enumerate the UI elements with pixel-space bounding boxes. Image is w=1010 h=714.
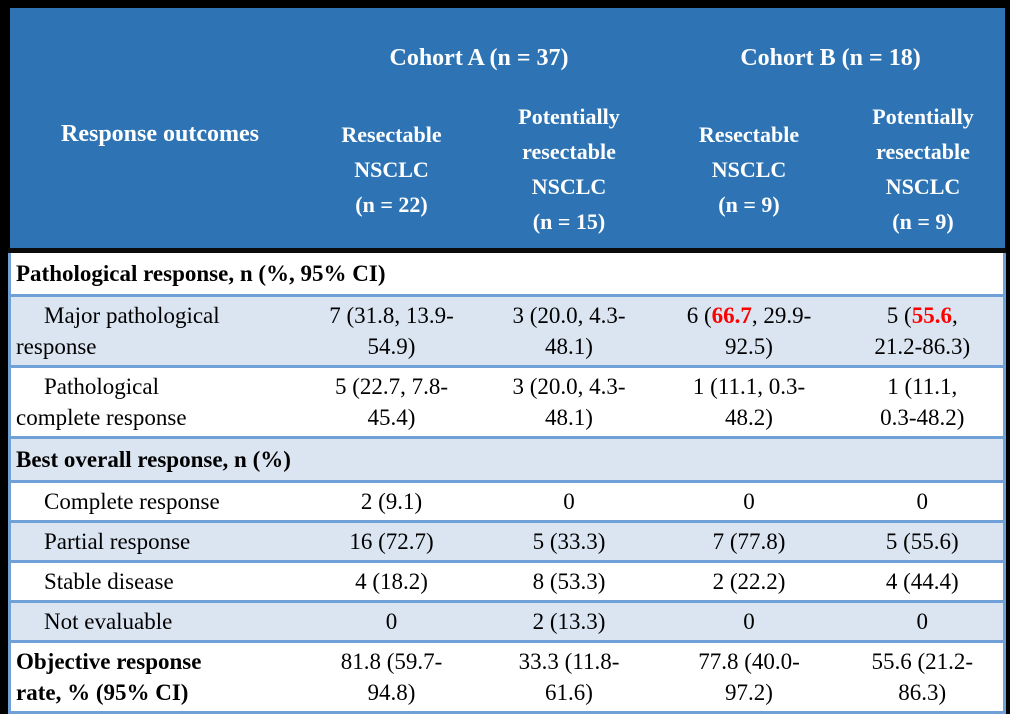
table-body: Pathological response, n (%, 95% CI) Maj… <box>7 248 1007 714</box>
section-label: Best overall response, n (%) <box>7 436 1007 483</box>
value-cell: 2 (13.3) <box>481 600 657 643</box>
value-cell: 33.3 (11.8- 61.6) <box>481 640 657 714</box>
header-cohort-b: Cohort B (n = 18) <box>656 8 1005 95</box>
value-suffix: , 29.9- 92.5) <box>725 303 812 359</box>
header-subcolumn-row: Resectable NSCLC (n = 22) Potentially re… <box>10 95 1005 251</box>
value-cell: 5 (55.6) <box>841 520 1007 563</box>
value-cell: 8 (53.3) <box>481 560 657 603</box>
header-response-outcomes: Response outcomes <box>9 8 302 251</box>
value-cell: 5 (55.6, 21.2-86.3) <box>841 294 1007 368</box>
highlighted-value: 66.7 <box>711 303 752 328</box>
header-col-resectable-b: Resectable NSCLC (n = 9) <box>656 95 842 251</box>
row-label: Complete response <box>8 480 302 523</box>
value-cell: 4 (44.4) <box>841 560 1007 603</box>
value-cell: 0 <box>481 480 657 523</box>
table-header: Response outcomes Cohort A (n = 37) Coho… <box>9 8 1005 251</box>
row-label: Objective response rate, % (95% CI) <box>8 640 302 714</box>
value-cell: 5 (33.3) <box>481 520 657 563</box>
value-cell: 2 (22.2) <box>656 560 842 603</box>
value-suffix: , 21.2-86.3) <box>874 303 971 359</box>
value-prefix: 5 ( <box>886 303 912 328</box>
value-cell: 81.8 (59.7- 94.8) <box>301 640 482 714</box>
value-cell: 3 (20.0, 4.3- 48.1) <box>481 365 657 439</box>
response-outcomes-table: Response outcomes Cohort A (n = 37) Coho… <box>7 8 1007 714</box>
value-cell: 2 (9.1) <box>301 480 482 523</box>
row-label: Not evaluable <box>8 600 302 643</box>
row-label: Pathological complete response <box>8 365 302 439</box>
row-major-pathological-response: Major pathological response 7 (31.8, 13.… <box>8 294 1007 368</box>
value-cell: 7 (77.8) <box>656 520 842 563</box>
value-cell: 16 (72.7) <box>301 520 482 563</box>
value-cell: 6 (66.7, 29.9- 92.5) <box>656 294 842 368</box>
row-label: Partial response <box>8 520 302 563</box>
value-cell: 1 (11.1, 0.3-48.2) <box>841 365 1007 439</box>
value-cell: 4 (18.2) <box>301 560 482 603</box>
value-prefix: 6 ( <box>686 303 712 328</box>
value-cell: 7 (31.8, 13.9- 54.9) <box>301 294 482 368</box>
header-col-potentially-resectable-a: Potentially resectable NSCLC (n = 15) <box>481 95 657 251</box>
row-label: Stable disease <box>8 560 302 603</box>
row-partial-response: Partial response 16 (72.7) 5 (33.3) 7 (7… <box>8 520 1007 563</box>
table-frame: Response outcomes Cohort A (n = 37) Coho… <box>7 8 1007 714</box>
header-cohort-row: Response outcomes Cohort A (n = 37) Coho… <box>9 8 1005 251</box>
value-cell: 1 (11.1, 0.3- 48.2) <box>656 365 842 439</box>
row-pathological-complete-response: Pathological complete response 5 (22.7, … <box>8 365 1007 439</box>
value-cell: 0 <box>841 480 1007 523</box>
section-row-pathological-response: Pathological response, n (%, 95% CI) <box>7 248 1007 297</box>
row-not-evaluable: Not evaluable 0 2 (13.3) 0 0 <box>8 600 1007 643</box>
highlighted-value: 55.6 <box>911 303 952 328</box>
header-cohort-a: Cohort A (n = 37) <box>301 8 657 95</box>
value-cell: 55.6 (21.2- 86.3) <box>841 640 1007 714</box>
value-cell: 5 (22.7, 7.8- 45.4) <box>301 365 482 439</box>
row-complete-response: Complete response 2 (9.1) 0 0 0 <box>8 480 1007 523</box>
value-cell: 3 (20.0, 4.3- 48.1) <box>481 294 657 368</box>
section-label: Pathological response, n (%, 95% CI) <box>7 248 1007 297</box>
header-col-resectable-a: Resectable NSCLC (n = 22) <box>301 95 482 251</box>
value-cell: 0 <box>301 600 482 643</box>
value-cell: 77.8 (40.0- 97.2) <box>656 640 842 714</box>
header-col-potentially-resectable-b: Potentially resectable NSCLC (n = 9) <box>841 95 1005 251</box>
row-stable-disease: Stable disease 4 (18.2) 8 (53.3) 2 (22.2… <box>8 560 1007 603</box>
row-objective-response-rate: Objective response rate, % (95% CI) 81.8… <box>8 640 1007 714</box>
value-cell: 0 <box>656 480 842 523</box>
row-label: Major pathological response <box>8 294 302 368</box>
value-cell: 0 <box>841 600 1007 643</box>
value-cell: 0 <box>656 600 842 643</box>
section-row-best-overall-response: Best overall response, n (%) <box>7 436 1007 483</box>
